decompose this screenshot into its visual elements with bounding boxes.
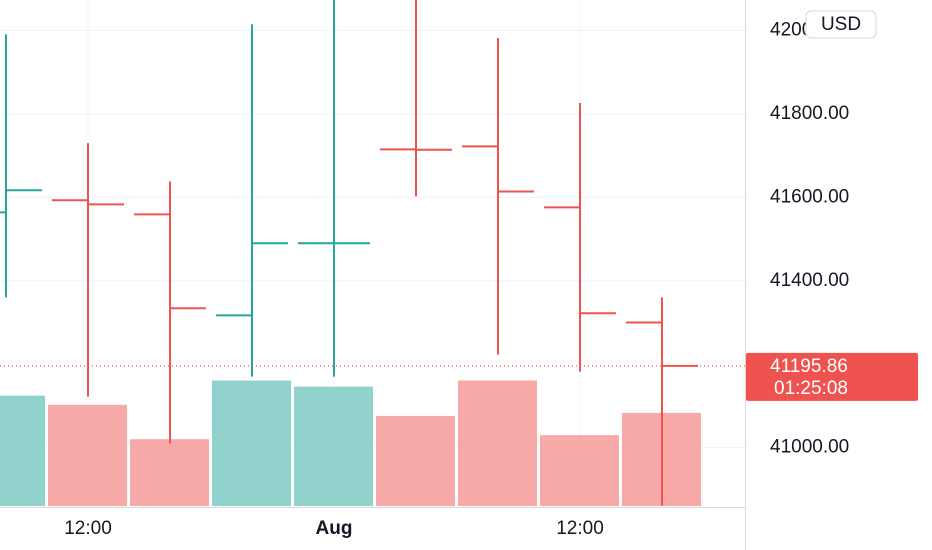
price-layer xyxy=(0,0,698,506)
currency-box xyxy=(805,10,877,39)
y-tick-label: 41600.00 xyxy=(770,186,849,207)
x-tick-label: Aug xyxy=(316,518,353,539)
currency-label: USD xyxy=(821,14,861,35)
y-tick-label: 41800.00 xyxy=(770,103,849,124)
volume-layer xyxy=(0,380,701,506)
last-price-box xyxy=(746,352,918,401)
x-tick-label: 12:00 xyxy=(556,518,604,539)
volume-bar xyxy=(212,380,291,506)
volume-bar xyxy=(130,439,209,506)
volume-bar xyxy=(0,395,45,506)
x-tick-label: 12:00 xyxy=(64,518,112,539)
volume-bar xyxy=(458,380,537,506)
last-price-label: 41195.86 xyxy=(770,356,848,377)
y-tick-label: 41400.00 xyxy=(770,270,849,291)
volume-bar xyxy=(540,435,619,506)
countdown-label: 01:25:08 xyxy=(774,378,848,399)
volume-bar xyxy=(294,386,373,506)
y-tick-label: 41000.00 xyxy=(770,437,849,458)
volume-bar xyxy=(48,404,127,506)
volume-bar xyxy=(376,415,455,506)
